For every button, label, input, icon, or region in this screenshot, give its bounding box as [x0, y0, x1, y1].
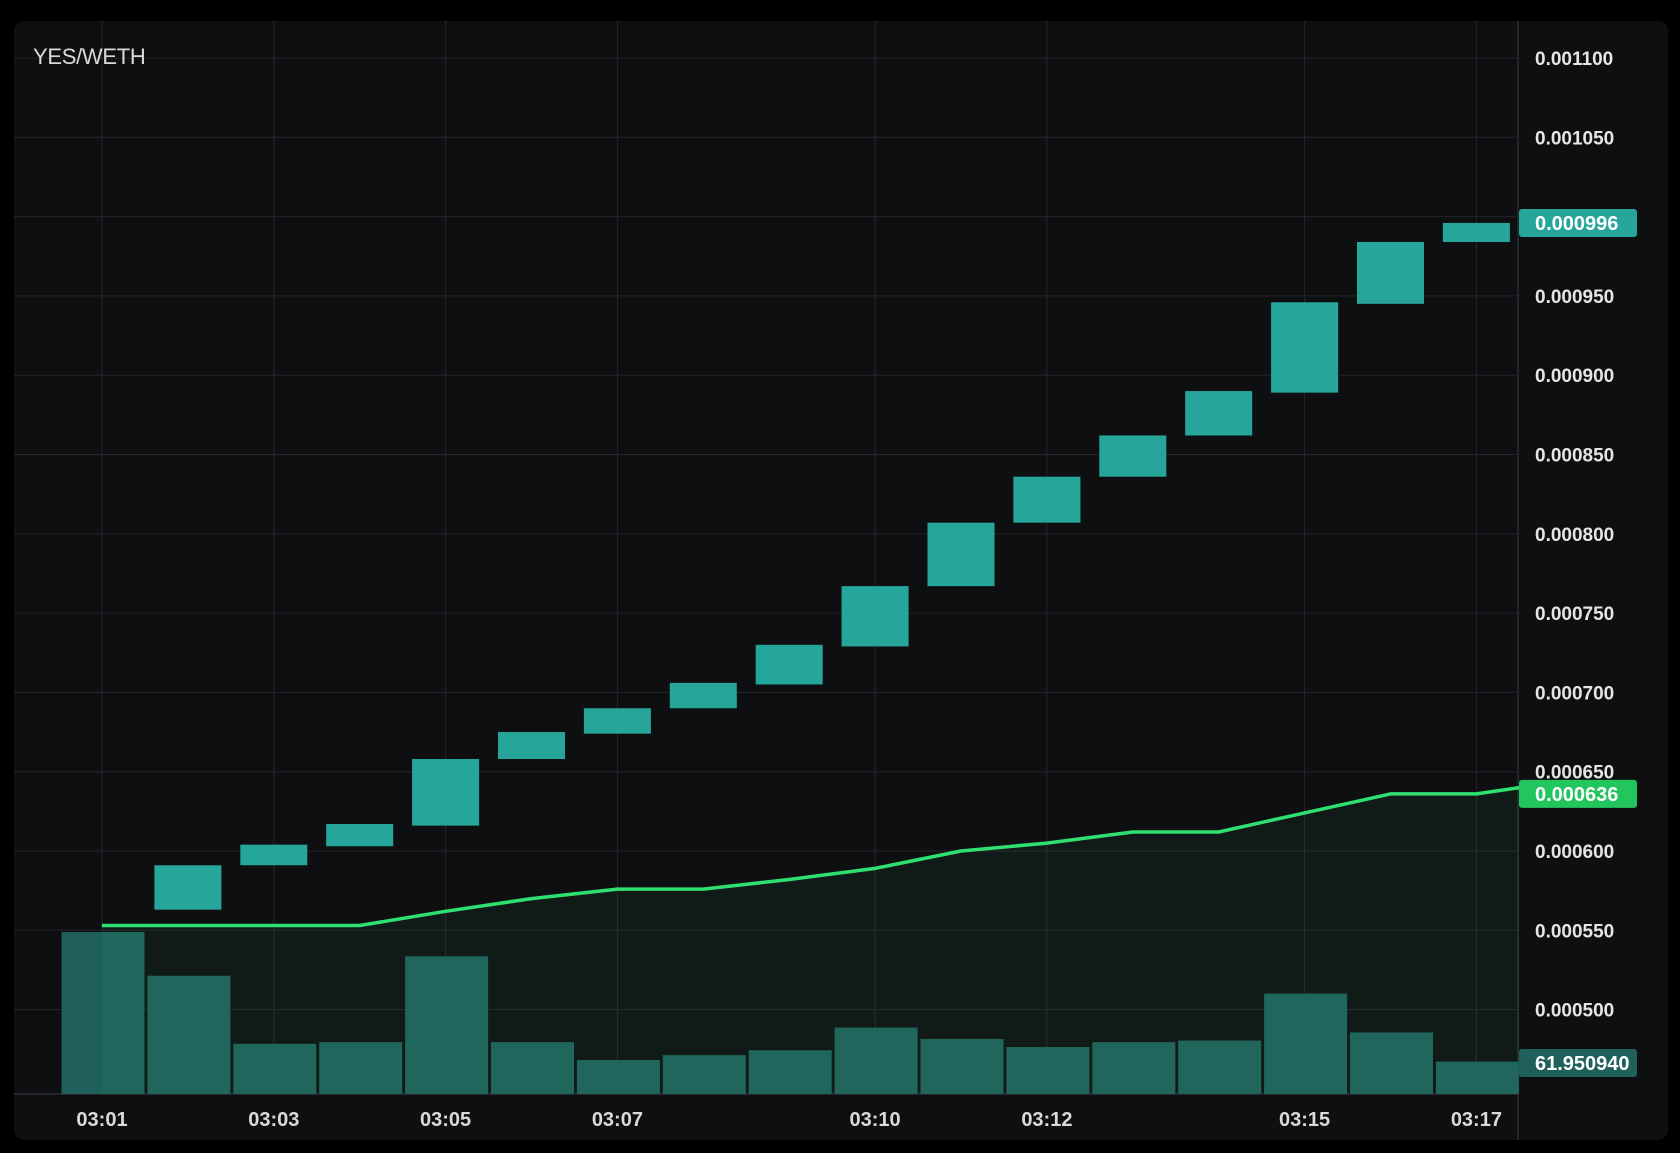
- volume-bar: [1006, 1047, 1090, 1094]
- price-tick-label: 0.001050: [1535, 128, 1614, 149]
- candle: [1185, 391, 1253, 436]
- volume-bar: [1435, 1061, 1519, 1094]
- volume-bar: [748, 1050, 832, 1094]
- chart-panel[interactable]: 0.0011000.0010500.0010000.0009500.000900…: [14, 21, 1668, 1140]
- price-tick-label: 0.000700: [1535, 683, 1614, 704]
- candle: [1442, 222, 1510, 242]
- candle: [240, 844, 308, 866]
- candles: [154, 222, 1510, 910]
- time-tick-label: 03:12: [1021, 1109, 1072, 1131]
- time-tick-label: 03:01: [76, 1109, 127, 1131]
- volume-bar: [405, 956, 489, 1094]
- time-tick-label: 03:15: [1279, 1109, 1330, 1131]
- candle: [326, 824, 394, 847]
- volume-bar: [1264, 993, 1348, 1094]
- candle: [154, 865, 222, 910]
- price-tick-label: 0.001100: [1535, 49, 1613, 70]
- time-tick-label: 03:10: [850, 1109, 901, 1131]
- pair-title: YES/WETH: [33, 44, 146, 69]
- last-price-badge: 0.000996: [1535, 213, 1618, 235]
- price-tick-label: 0.000500: [1535, 1001, 1614, 1022]
- candle: [841, 586, 909, 647]
- volume-bar: [319, 1042, 403, 1094]
- candle: [583, 708, 651, 734]
- candle: [498, 732, 565, 760]
- line-series: [102, 785, 1520, 1094]
- candle: [755, 644, 823, 685]
- volume-bar: [662, 1055, 746, 1094]
- volume-bar: [61, 932, 145, 1094]
- last-price-badge-bg: [1519, 208, 1637, 237]
- candlestick-chart[interactable]: 0.0011000.0010500.0010000.0009500.000900…: [14, 21, 1668, 1140]
- price-badges: 0.000996 0.000636 61.950940: [1519, 208, 1637, 1077]
- candle: [412, 759, 480, 826]
- line-area: [102, 787, 1520, 1094]
- price-tick-label: 0.000850: [1535, 446, 1614, 467]
- volume-bar: [233, 1043, 317, 1094]
- price-tick-label: 0.000650: [1535, 763, 1614, 784]
- candle: [1099, 435, 1167, 477]
- volume-bar: [1178, 1040, 1262, 1094]
- time-tick-label: 03:17: [1451, 1109, 1502, 1131]
- price-tick-label: 0.000750: [1535, 604, 1614, 625]
- candle: [1357, 241, 1424, 304]
- price-tick-label: 0.000900: [1535, 366, 1614, 387]
- line-path: [102, 785, 1520, 928]
- line-value-badge: 0.000636: [1535, 784, 1618, 806]
- candle: [1271, 302, 1339, 393]
- candle: [927, 522, 995, 587]
- price-tick-label: 0.000950: [1535, 287, 1614, 308]
- price-axis[interactable]: 0.0011000.0010500.0010000.0009500.000900…: [1535, 49, 1614, 1022]
- volume-bar: [834, 1027, 918, 1094]
- volume-bar: [920, 1038, 1004, 1094]
- volume-value-badge-bg: [1519, 1049, 1637, 1077]
- price-tick-label: 0.000600: [1535, 842, 1614, 863]
- volume-bar: [147, 975, 231, 1094]
- candle: [1013, 476, 1081, 523]
- time-tick-label: 03:03: [248, 1109, 299, 1131]
- line-value-badge-bg: [1519, 779, 1637, 808]
- time-tick-label: 03:07: [592, 1109, 643, 1131]
- time-axis[interactable]: 03:01 03:03 03:05 03:07 03:10 03:12 03:15 03:17: [76, 1109, 1502, 1131]
- candle: [669, 682, 737, 709]
- volume-value-badge: 61.950940: [1535, 1053, 1630, 1075]
- price-tick-label: 0.000800: [1535, 525, 1614, 546]
- volume-bar: [1092, 1042, 1176, 1094]
- volume-bar: [491, 1042, 574, 1094]
- volume-bars: [61, 932, 1519, 1094]
- volume-bar: [576, 1059, 660, 1094]
- price-tick-label: 0.000550: [1535, 921, 1614, 942]
- volume-bar: [1350, 1032, 1433, 1094]
- time-tick-label: 03:05: [420, 1109, 471, 1131]
